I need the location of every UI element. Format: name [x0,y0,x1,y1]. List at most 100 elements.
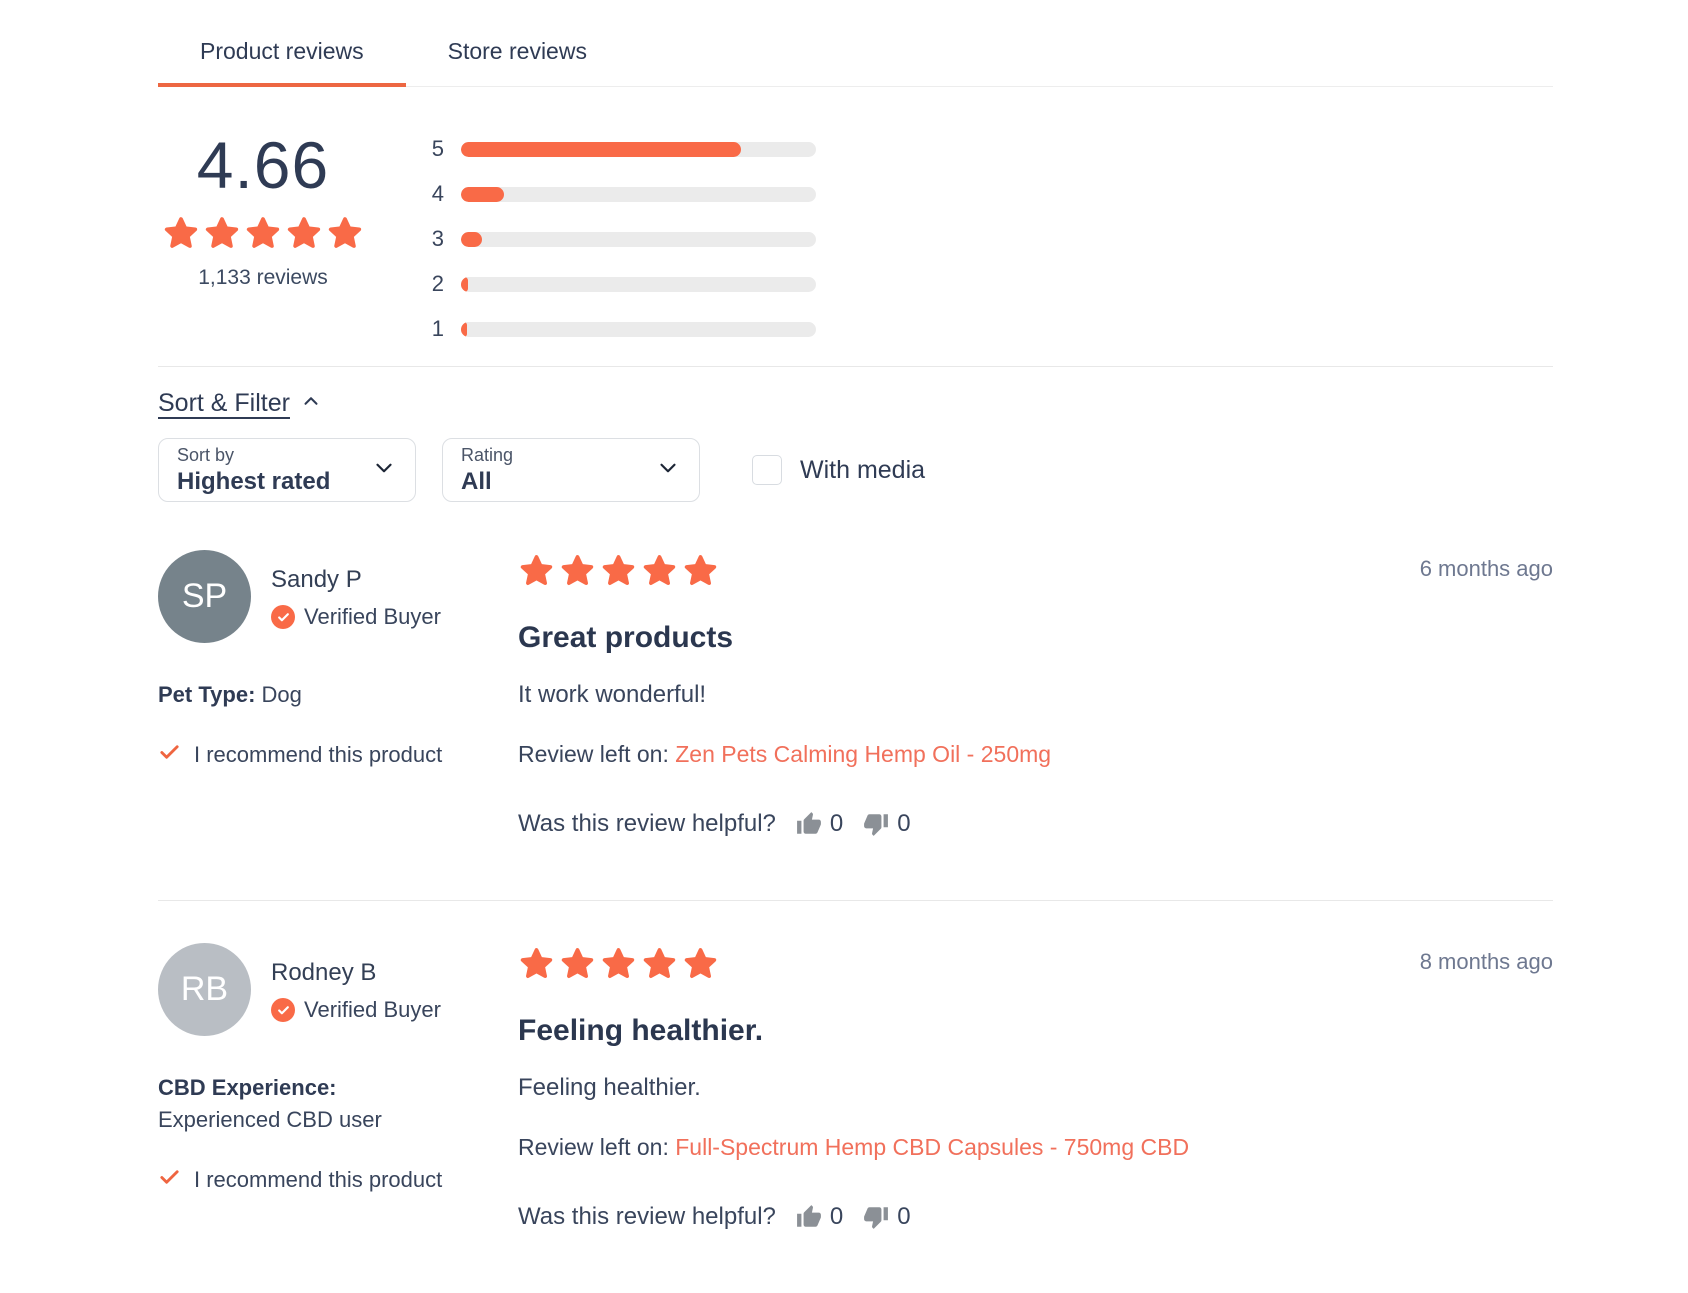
helpful-label: Was this review helpful? [518,1203,776,1230]
reviewer-name: Rodney B [271,959,377,986]
chevron-down-icon [655,455,681,486]
reviewer-column: RB Rodney B Verified Buyer CBD Experienc… [158,943,518,1231]
rating-label: Rating [461,444,514,465]
thumbs-up-count: 0 [829,810,844,837]
avatar-initials: SP [181,577,228,615]
review-content: Great products It work wonderful! Review… [518,550,1378,838]
attribute-label: Pet Type: [158,682,256,707]
distribution-track [461,141,816,157]
tab-product-reviews[interactable]: Product reviews [158,24,406,87]
distribution-track [461,231,816,247]
left-on-label: Review left on: [518,741,676,767]
sort-by-select[interactable]: Sort by Highest rated [158,438,416,502]
star-icon [520,948,553,978]
review-body: It work wonderful! [518,681,707,708]
tab-store-reviews[interactable]: Store reviews [447,38,587,64]
section-divider [158,366,1553,367]
rating-summary: 4.66 1,133 reviews 5 4 3 [158,132,1553,342]
star-icon [602,948,635,978]
star-icon [561,555,594,585]
star-icon [520,555,553,585]
verified-badge-icon [271,605,295,629]
recommend-label: I recommend this product [194,741,443,767]
distribution-track [461,186,816,202]
distribution-label: 2 [431,271,444,296]
attribute-label: CBD Experience: [158,1075,337,1100]
reviewer-header: RB Rodney B Verified Buyer [158,943,518,1036]
sort-by-value: Highest rated [177,467,331,495]
left-on-label: Review left on: [518,1134,676,1160]
verified-label: Verified Buyer [304,604,441,629]
distribution-row-4: 4 [426,181,816,207]
thumbs-up-button[interactable]: 0 [796,810,843,838]
review-item: SP Sandy P Verified Buyer Pet Type: Dog [158,502,1553,900]
distribution-fill [461,186,504,202]
review-title: Great products [518,621,734,654]
reviewer-attribute: CBD Experience: Experienced CBD user [158,1072,448,1136]
review-stars [518,552,1378,589]
review-item: RB Rodney B Verified Buyer CBD Experienc… [158,900,1553,1293]
avatar: SP [158,550,251,643]
star-icon [643,948,676,978]
rating-texts: Rating All [461,445,513,496]
attribute-value: Experienced CBD user [158,1106,382,1132]
star-icon [328,217,362,248]
helpful-row: Was this review helpful? 0 0 [518,1203,1378,1231]
helpful-row: Was this review helpful? 0 0 [518,810,1378,838]
attribute-value: Dog [255,682,302,707]
rating-distribution: 5 4 3 2 [426,132,816,342]
review-left-on: Review left on: Full-Spectrum Hemp CBD C… [518,1134,1378,1161]
thumbs-up-button[interactable]: 0 [796,1203,843,1231]
distribution-label: 3 [431,226,444,251]
star-icon [246,217,280,248]
distribution-fill [461,321,467,337]
thumbs-up-count: 0 [829,1203,844,1230]
review-timestamp: 6 months ago [1419,556,1553,581]
distribution-row-1: 1 [426,316,816,342]
with-media-checkbox[interactable] [752,455,782,485]
score-block: 4.66 1,133 reviews [158,132,368,290]
verified-badge-icon [271,998,295,1022]
average-rating: 4.66 [196,128,330,202]
thumbs-down-button[interactable]: 0 [863,1203,911,1231]
recommend-label: I recommend this product [194,1166,443,1192]
sort-filter-toggle[interactable]: Sort & Filter [158,389,322,418]
product-link[interactable]: Full-Spectrum Hemp CBD Capsules - 750mg … [675,1134,1190,1160]
average-rating-stars [158,214,368,252]
sort-by-texts: Sort by Highest rated [177,445,330,496]
recommend-row: I recommend this product [158,741,518,769]
star-icon [287,217,321,248]
reviewer-name: Sandy P [271,566,362,593]
chevron-down-icon [371,455,397,486]
review-stars [518,945,1378,982]
distribution-row-2: 2 [426,271,816,297]
rating-value: All [461,467,492,495]
verified-label: Verified Buyer [304,997,441,1022]
star-icon [561,948,594,978]
star-icon [164,217,198,248]
product-link[interactable]: Zen Pets Calming Hemp Oil - 250mg [675,741,1052,767]
verified-row: Verified Buyer [271,604,441,630]
avatar: RB [158,943,251,1036]
thumbs-down-button[interactable]: 0 [863,810,911,838]
star-icon [205,217,239,248]
helpful-label: Was this review helpful? [518,810,776,837]
distribution-row-3: 3 [426,226,816,252]
avatar-initials: RB [180,970,229,1008]
review-left-on: Review left on: Zen Pets Calming Hemp Oi… [518,741,1378,768]
sort-by-label: Sort by [177,444,235,465]
distribution-track [461,321,816,337]
with-media-filter: With media [752,455,925,485]
reviewer-meta: Sandy P Verified Buyer [271,550,441,643]
rating-select[interactable]: Rating All [442,438,700,502]
chevron-up-icon [300,390,322,417]
review-body: Feeling healthier. [518,1074,701,1101]
filter-row: Sort by Highest rated Rating All With me… [158,438,1553,502]
reviewer-column: SP Sandy P Verified Buyer Pet Type: Dog [158,550,518,838]
reviews-tabs: Product reviews Store reviews [158,24,1553,87]
thumbs-down-count: 0 [897,810,911,837]
distribution-label: 4 [431,181,444,206]
recommend-row: I recommend this product [158,1166,518,1194]
review-content: Feeling healthier. Feeling healthier. Re… [518,943,1378,1231]
